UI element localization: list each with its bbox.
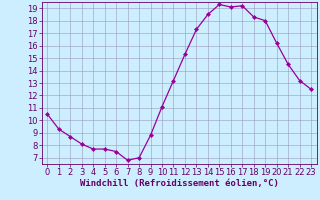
X-axis label: Windchill (Refroidissement éolien,°C): Windchill (Refroidissement éolien,°C): [80, 179, 279, 188]
